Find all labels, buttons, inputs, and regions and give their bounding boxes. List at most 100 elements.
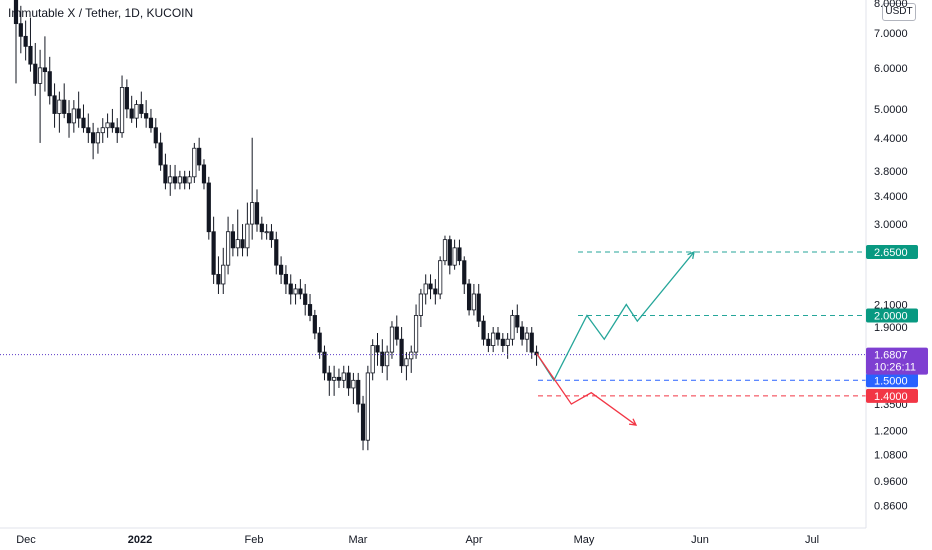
candle-body: [462, 260, 467, 285]
candle-body: [399, 338, 404, 367]
price-tick-label: 7.0000: [874, 28, 908, 40]
price-tick-label: 8.0000: [874, 0, 908, 10]
levels-layer: [0, 251, 866, 397]
target-high-tag-label: 2.6500: [874, 247, 908, 259]
candle-body: [163, 164, 168, 184]
bullish-projection-path: [536, 251, 695, 382]
candle-body: [124, 87, 129, 110]
time-tick-label: Dec: [16, 534, 36, 546]
candle-body: [351, 379, 356, 389]
bullish-projection-path-arrowhead: [687, 250, 695, 260]
chart-title: Immutable X / Tether, 1D, KUCOIN: [8, 6, 194, 20]
time-axis: Dec 2022 Feb Mar Apr May Jun Jul: [16, 534, 819, 546]
candle-body: [95, 132, 101, 144]
time-tick-label: 2022: [128, 534, 152, 546]
candle-body: [71, 108, 76, 124]
candle-body: [211, 231, 216, 275]
price-tick-label: 3.8000: [874, 166, 908, 178]
candle-body: [153, 127, 158, 144]
candle-body: [389, 326, 395, 353]
candle-body: [264, 231, 269, 234]
price-tick-label: 5.0000: [874, 104, 908, 116]
candle-body: [298, 288, 303, 295]
candle-body: [336, 376, 342, 381]
candle-body: [476, 293, 481, 322]
candle-body: [303, 293, 308, 305]
stop-tag: [866, 388, 918, 403]
candle-body: [216, 273, 221, 285]
time-tick-label: May: [574, 534, 595, 546]
candle-body: [250, 202, 255, 225]
candle-body: [144, 113, 149, 119]
candle-body: [201, 164, 207, 184]
current-price-tag: [866, 347, 928, 375]
time-tick-label: Feb: [245, 534, 264, 546]
price-tick-label: 0.8600: [874, 501, 908, 513]
candle-body: [404, 358, 409, 367]
candle-body: [18, 23, 23, 37]
candle-body: [442, 239, 448, 262]
candle-body: [293, 288, 298, 295]
candle-body: [452, 247, 457, 266]
candle-body: [105, 122, 110, 129]
price-tick-label: 6.0000: [874, 63, 908, 75]
candle-body: [134, 104, 139, 119]
candle-body: [505, 338, 510, 346]
candle-body: [235, 239, 240, 249]
candle-body: [423, 283, 428, 295]
candle-body: [76, 108, 81, 119]
time-tick-label: Mar: [349, 534, 368, 546]
time-tick-label: Apr: [465, 534, 482, 546]
candle-body: [447, 239, 452, 266]
candle-body: [307, 304, 313, 316]
countdown-label: 10:26:11: [874, 362, 916, 374]
candle-body: [520, 326, 525, 340]
candle-body: [529, 332, 534, 353]
candle-body: [91, 132, 96, 144]
candle-body: [158, 142, 163, 166]
candle-body: [380, 351, 385, 367]
candle-body: [119, 87, 125, 134]
candle-body: [471, 293, 477, 311]
candle-body: [332, 376, 337, 381]
stop-tag-label: 1.4000: [874, 391, 908, 403]
candle-body: [62, 99, 67, 114]
candle-body: [327, 372, 332, 381]
candle-body: [515, 315, 520, 328]
candle-body: [385, 351, 390, 367]
candle-body: [317, 332, 322, 353]
candle-body: [288, 283, 293, 295]
candle-body: [197, 147, 202, 166]
candle-body: [418, 293, 423, 316]
candle-body: [225, 231, 231, 266]
candle-body: [42, 67, 48, 73]
candle-body: [409, 351, 414, 360]
candle-body: [168, 176, 173, 184]
candle-body: [110, 122, 115, 129]
entry-tag: [866, 373, 918, 388]
candle-body: [375, 345, 380, 353]
target-mid-tag: [866, 308, 918, 323]
candle-body: [356, 379, 361, 405]
candle-body: [115, 127, 120, 134]
candle-body: [278, 264, 284, 275]
candle-body: [254, 202, 260, 225]
entry-tag-label: 1.5000: [874, 375, 908, 387]
candle-body: [370, 345, 375, 374]
candle-body: [230, 231, 235, 249]
bearish-projection-path: [536, 353, 637, 426]
candle-body: [360, 403, 366, 441]
candle-body: [182, 176, 187, 184]
candle-body: [495, 332, 501, 340]
candle-body: [52, 95, 57, 114]
candle-body: [28, 45, 33, 65]
currency-badge[interactable]: USDT: [882, 3, 916, 21]
candle-body: [245, 223, 250, 249]
price-tick-label: 1.2000: [874, 426, 908, 438]
candle-body: [259, 223, 264, 233]
candle-body: [192, 147, 197, 178]
candle-body: [172, 176, 178, 184]
candle-body: [438, 260, 443, 295]
